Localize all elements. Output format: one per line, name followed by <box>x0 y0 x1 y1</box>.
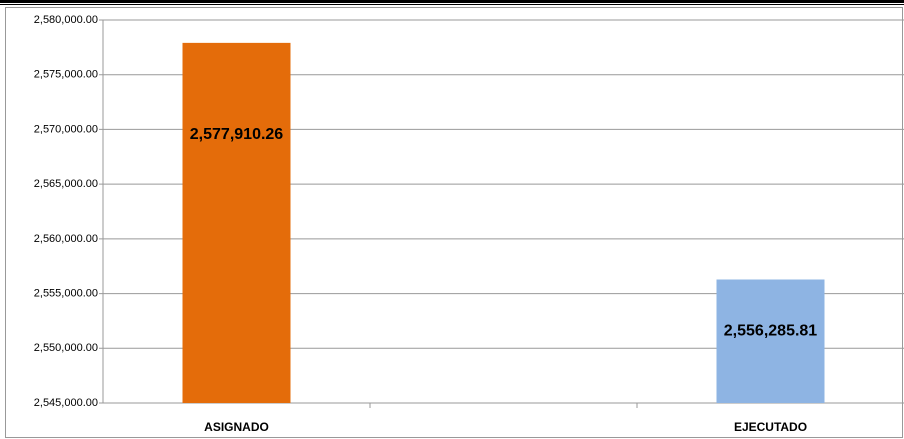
y-tick-label: 2,580,000.00 <box>34 14 98 26</box>
y-tick-label: 2,545,000.00 <box>34 397 98 409</box>
top-border <box>0 0 904 3</box>
y-tick-label: 2,555,000.00 <box>34 287 98 299</box>
y-tick-label: 2,570,000.00 <box>34 123 98 135</box>
bar <box>716 279 825 403</box>
y-tick-label: 2,560,000.00 <box>34 233 98 245</box>
frame <box>5 7 903 438</box>
y-tick-label: 2,550,000.00 <box>34 342 98 354</box>
x-tick-label: ASIGNADO <box>204 420 269 434</box>
top-border-inner <box>0 4 904 5</box>
y-tick-label: 2,565,000.00 <box>34 178 98 190</box>
bar <box>182 42 291 403</box>
x-tick-label: EJECUTADO <box>734 420 807 434</box>
value-label: 2,556,285.81 <box>724 323 818 340</box>
y-tick-label: 2,575,000.00 <box>34 69 98 81</box>
value-label: 2,577,910.26 <box>190 126 284 143</box>
